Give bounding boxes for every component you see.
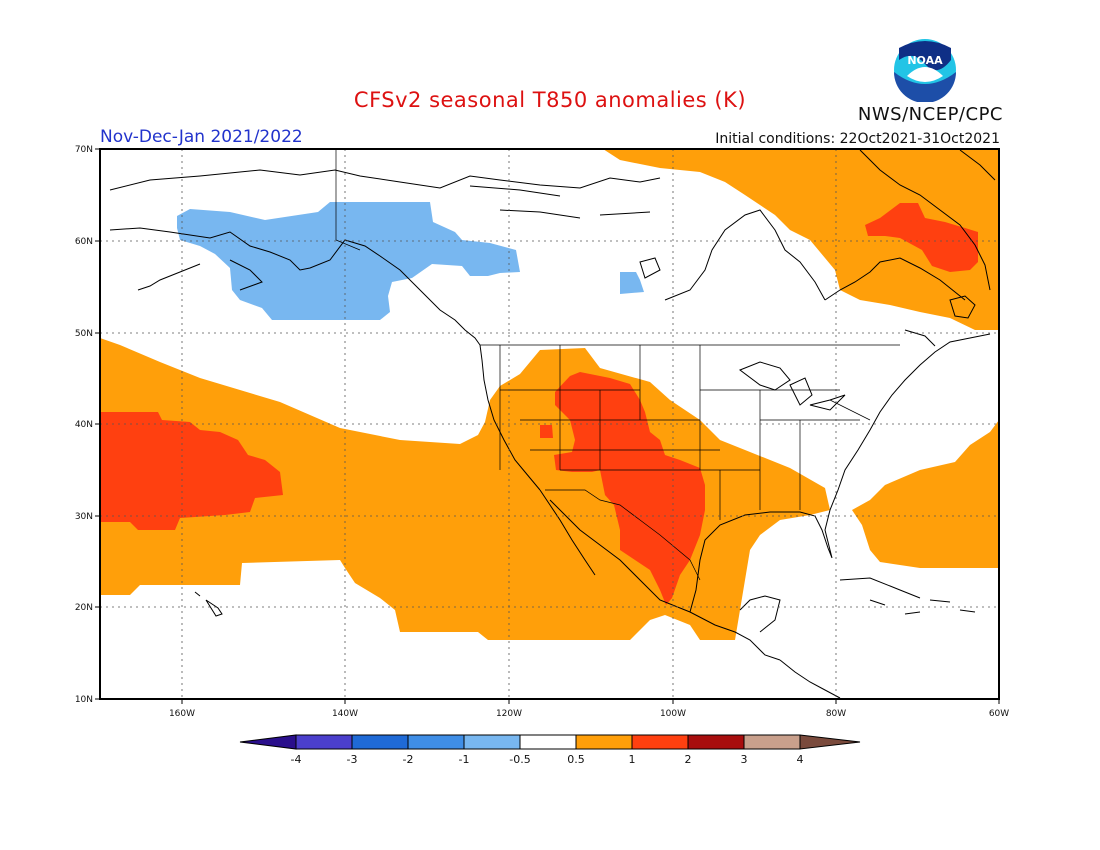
anomaly-fields: [100, 149, 999, 640]
positive-anomaly-atlantic: [852, 420, 999, 568]
colorbar-label: 2: [685, 753, 692, 766]
chart-title: CFSv2 seasonal T850 anomalies (K): [353, 88, 747, 112]
colorbar-bin: [463, 734, 521, 750]
noaa-logo-icon: NOAA: [894, 39, 956, 102]
lon-label: 120W: [496, 709, 522, 719]
forecast-period: Nov-Dec-Jan 2021/2022: [100, 127, 303, 147]
colorbar-label: 4: [797, 753, 804, 766]
colorbar-bin: [687, 734, 745, 750]
positive-anomaly-pacific-core: [100, 412, 283, 530]
positive-anomaly-northeast: [603, 149, 999, 330]
lat-label: 10N: [75, 695, 93, 705]
colorbar: [239, 734, 861, 750]
colorbar-below-min: [239, 734, 297, 750]
lon-label: 80W: [826, 709, 846, 719]
lat-label: 50N: [75, 329, 93, 339]
longitude-labels: 160W 140W 120W 100W 80W 60W: [169, 709, 1009, 719]
colorbar-bin: [631, 734, 689, 750]
colorbar-label: -3: [347, 753, 358, 766]
colorbar-label: 0.5: [567, 753, 585, 766]
agency-label: NWS/NCEP/CPC: [857, 104, 1003, 125]
lat-label: 70N: [75, 145, 93, 155]
negative-anomaly-hudson: [620, 272, 644, 294]
lon-label: 60W: [989, 709, 1009, 719]
colorbar-label: -4: [291, 753, 302, 766]
lon-label: 100W: [660, 709, 686, 719]
positive-anomaly-central-us: [554, 372, 705, 605]
lat-label: 60N: [75, 237, 93, 247]
positive-anomaly-nevada-spot: [540, 425, 553, 438]
positive-anomaly-labrador: [865, 203, 978, 272]
lon-label: 160W: [169, 709, 195, 719]
colorbar-label: -2: [403, 753, 414, 766]
colorbar-label: 3: [741, 753, 748, 766]
lat-label: 20N: [75, 603, 93, 613]
political-borders: [335, 149, 900, 581]
colorbar-label: -1: [459, 753, 470, 766]
initial-conditions: Initial conditions: 22Oct2021-31Oct2021: [715, 131, 1000, 147]
colorbar-labels: -4 -3 -2 -1 -0.5 0.5 1 2 3 4: [291, 753, 804, 766]
negative-anomaly-alaska: [177, 202, 520, 320]
noaa-logo-text: NOAA: [907, 54, 943, 67]
colorbar-label: 1: [629, 753, 636, 766]
colorbar-bin: [407, 734, 465, 750]
graticule: [100, 149, 999, 699]
lon-label: 140W: [332, 709, 358, 719]
colorbar-bin: [295, 734, 353, 750]
lat-label: 30N: [75, 512, 93, 522]
colorbar-bin: [519, 734, 577, 750]
coastlines: [109, 149, 996, 699]
colorbar-bin: [351, 734, 409, 750]
colorbar-above-max: [799, 734, 861, 750]
colorbar-bin: [575, 734, 633, 750]
tick-marks: [95, 148, 1000, 704]
latitude-labels: 70N 60N 50N 40N 30N 20N 10N: [75, 145, 93, 705]
lat-label: 40N: [75, 420, 93, 430]
colorbar-label: -0.5: [509, 753, 530, 766]
colorbar-bin: [743, 734, 801, 750]
